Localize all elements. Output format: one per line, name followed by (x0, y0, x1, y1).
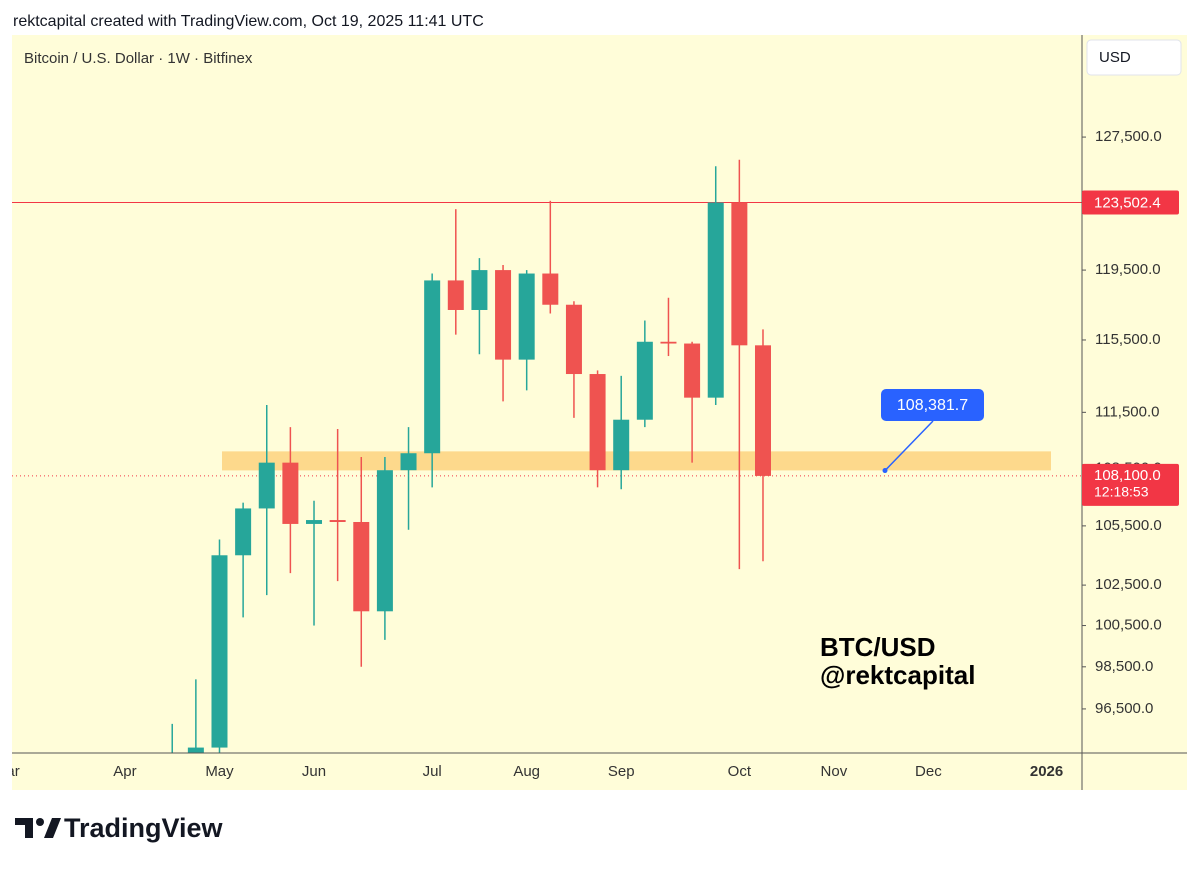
candle-body (187, 747, 204, 753)
hline-price-label: 123,502.4 (1094, 194, 1161, 211)
candle-body (376, 470, 393, 612)
footer-brand: TradingView (64, 813, 224, 843)
candle-body (353, 521, 370, 612)
x-tick-label: 2026 (1030, 763, 1063, 780)
last-price-label: 108,100.0 (1094, 467, 1161, 484)
plot-area (12, 159, 1082, 753)
hline-price-box (1082, 190, 1179, 215)
candle-body (684, 343, 701, 398)
candle-body (447, 280, 464, 310)
countdown-label: 12:18:53 (1094, 484, 1149, 500)
header: rektcapital created with TradingView.com… (13, 13, 484, 30)
x-tick-label: Jun (302, 763, 326, 780)
x-tick-label: Dec (915, 763, 942, 780)
currency-button[interactable] (1086, 39, 1182, 76)
candle-body (565, 304, 582, 375)
candle-body (282, 462, 299, 524)
x-tick-label: Oct (728, 763, 752, 780)
candle-body (235, 508, 252, 556)
time-axis: Mar Apr May Jun Jul Aug Sep Oct Nov Dec 2026 (0, 763, 1063, 780)
x-tick-label: Nov (821, 763, 848, 780)
x-tick-label: Sep (608, 763, 635, 780)
y-tick-label: 111,500.0 (1095, 403, 1160, 420)
candle-body (495, 270, 512, 360)
candle-body (211, 555, 228, 748)
callout-leader (884, 420, 934, 472)
y-tick-label: 98,500.0 (1095, 658, 1153, 675)
candle-body (731, 202, 748, 346)
y-tick-label: 127,500.0 (1095, 128, 1162, 145)
support-zone (222, 451, 1051, 471)
currency-label[interactable]: USD (1099, 49, 1131, 66)
candle-body (707, 202, 724, 398)
x-tick-label: Mar (0, 763, 20, 780)
candle-body (306, 520, 323, 524)
candle-body (636, 341, 653, 420)
candle-body (542, 273, 559, 305)
y-tick-label: 96,500.0 (1095, 700, 1153, 717)
candle-body (329, 520, 346, 522)
candle-body (754, 345, 771, 476)
y-tick-label: 102,500.0 (1095, 576, 1162, 593)
candle-body (613, 419, 630, 471)
x-tick-label: Aug (513, 763, 540, 780)
callout-label: 108,381.7 (897, 397, 968, 414)
callout-point (882, 468, 888, 474)
price-axis: 96,500.0 98,500.0 100,500.0 102,500.0 105,50… (1082, 128, 1162, 717)
watermark-line: @rektcapital (820, 660, 975, 690)
candle-body (424, 280, 441, 454)
candle-body (400, 453, 417, 471)
y-tick-label: 119,500.0 (1095, 261, 1161, 278)
y-tick-label: 105,500.0 (1095, 517, 1162, 534)
y-tick-label: 100,500.0 (1095, 617, 1162, 634)
candle-body (589, 374, 606, 471)
symbol-title: Bitcoin / U.S. Dollar · 1W · Bitfinex (24, 50, 253, 67)
x-tick-label: May (205, 763, 234, 780)
last-price-box (1082, 463, 1179, 506)
candle-body (518, 273, 535, 360)
candle-body (471, 270, 488, 310)
candle-body (258, 462, 275, 509)
callout-box (881, 389, 984, 421)
x-tick-label: Apr (113, 763, 136, 780)
watermark-line: BTC/USD (820, 632, 936, 662)
candle-body (660, 341, 677, 344)
x-tick-label: Jul (423, 763, 442, 780)
y-tick-label: 115,500.0 (1095, 331, 1161, 348)
tradingview-logo (15, 818, 61, 838)
